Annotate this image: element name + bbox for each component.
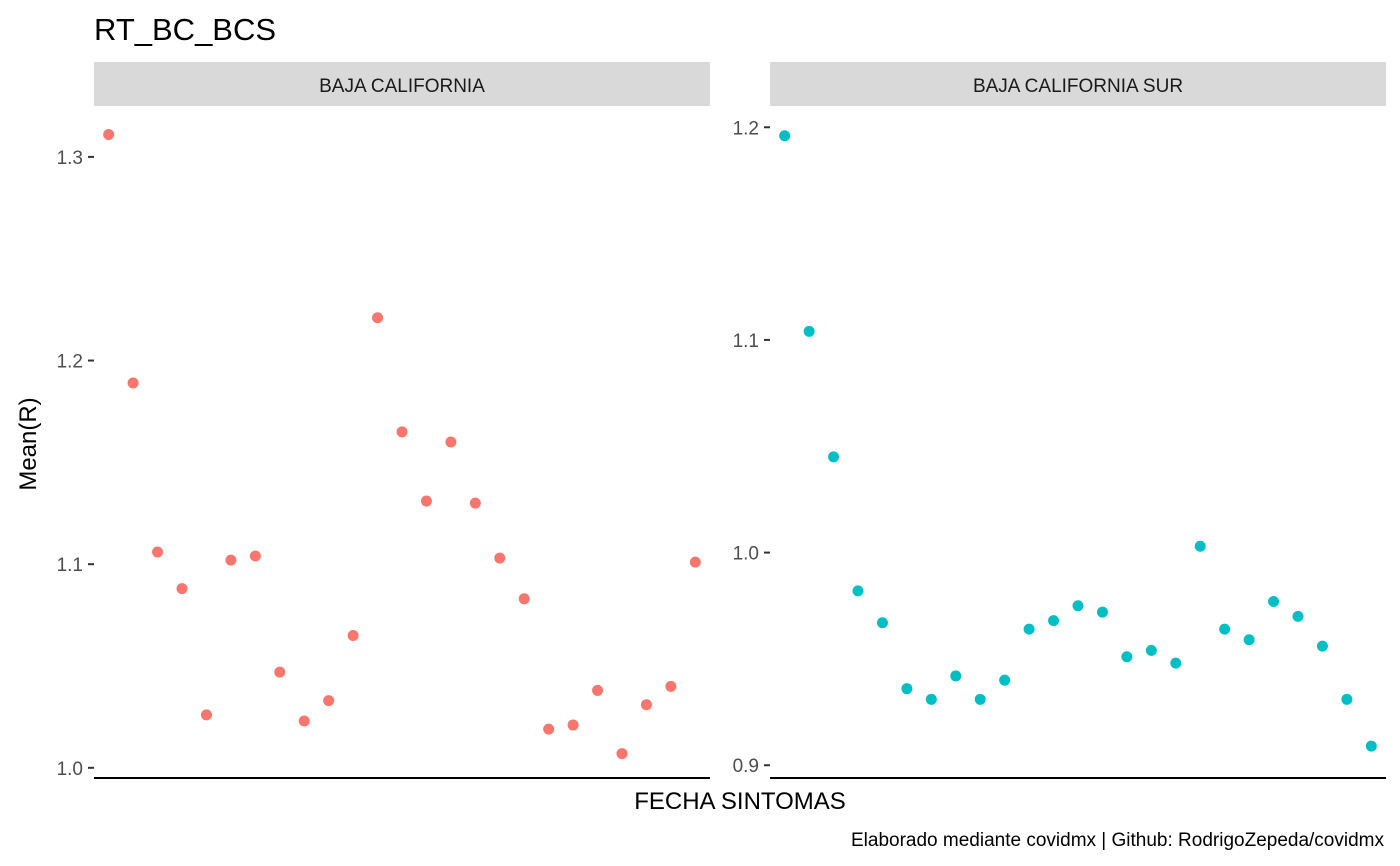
data-point [249,550,261,562]
data-point [347,629,359,641]
data-point [901,683,913,695]
strip-background [94,62,710,106]
data-point [1268,595,1280,607]
caption: Elaborado mediante covidmx | Github: Rod… [851,830,1384,851]
data-point [543,723,555,735]
y-axis: 0.9 1.0 1.1 1.2 [733,118,770,777]
panel-baja-california-sur: BAJA CALIFORNIA SUR 0.9 1.0 1.1 1.2 [733,62,1386,779]
y-tick-label: 1.0 [57,759,83,780]
data-point [665,680,677,692]
data-point [567,719,579,731]
data-point [323,695,335,707]
data-point [1145,644,1157,656]
data-point [1096,606,1108,618]
data-point [103,129,115,141]
data-point [1219,623,1231,635]
data-point [828,451,840,463]
data-point [225,554,237,566]
strip-background [770,62,1386,106]
data-point [1292,610,1304,622]
data-point [396,426,408,438]
y-axis: 1.0 1.1 1.2 1.3 [57,148,94,780]
strip-label: BAJA CALIFORNIA SUR [973,76,1183,97]
data-point [779,130,791,142]
data-point [372,312,384,324]
data-point [803,325,815,337]
data-point [127,377,139,389]
data-point [469,497,481,509]
data-point [1170,657,1182,669]
y-tick-label: 1.2 [733,118,759,139]
x-axis-label: FECHA SINTOMAS [634,788,846,815]
data-point [1316,640,1328,652]
data-point [420,495,432,507]
y-tick-label: 1.3 [57,148,83,169]
data-point [616,748,628,760]
y-tick-label: 0.9 [733,756,759,777]
y-axis-label: Mean(R) [15,397,42,490]
panel-baja-california: BAJA CALIFORNIA 1.0 1.1 1.2 1.3 [57,62,710,780]
data-point [298,715,310,727]
data-point [152,546,164,558]
data-point [640,699,652,711]
data-point [1048,615,1060,627]
y-tick-label: 1.1 [733,331,759,352]
data-point [445,436,457,448]
data-point [1341,693,1353,705]
data-point [592,684,604,696]
data-point [999,674,1011,686]
data-point [518,593,530,605]
data-point [974,693,986,705]
data-point [494,552,506,564]
data-point [1121,651,1133,663]
y-tick-label: 1.2 [57,352,83,373]
data-points [103,129,701,760]
chart-title: RT_BC_BCS [94,12,276,47]
data-points [779,130,1377,752]
data-point [1243,634,1255,646]
data-point [274,666,286,678]
strip-label: BAJA CALIFORNIA [319,76,485,97]
data-point [1365,740,1377,752]
data-point [925,693,937,705]
data-point [950,670,962,682]
y-tick-label: 1.1 [57,555,83,576]
y-tick-label: 1.0 [733,544,759,565]
data-point [176,583,188,595]
data-point [876,617,888,629]
data-point [1072,600,1084,612]
data-point [200,709,212,721]
data-point [689,556,701,568]
data-point [852,585,864,597]
data-point [1194,540,1206,552]
data-point [1023,623,1035,635]
